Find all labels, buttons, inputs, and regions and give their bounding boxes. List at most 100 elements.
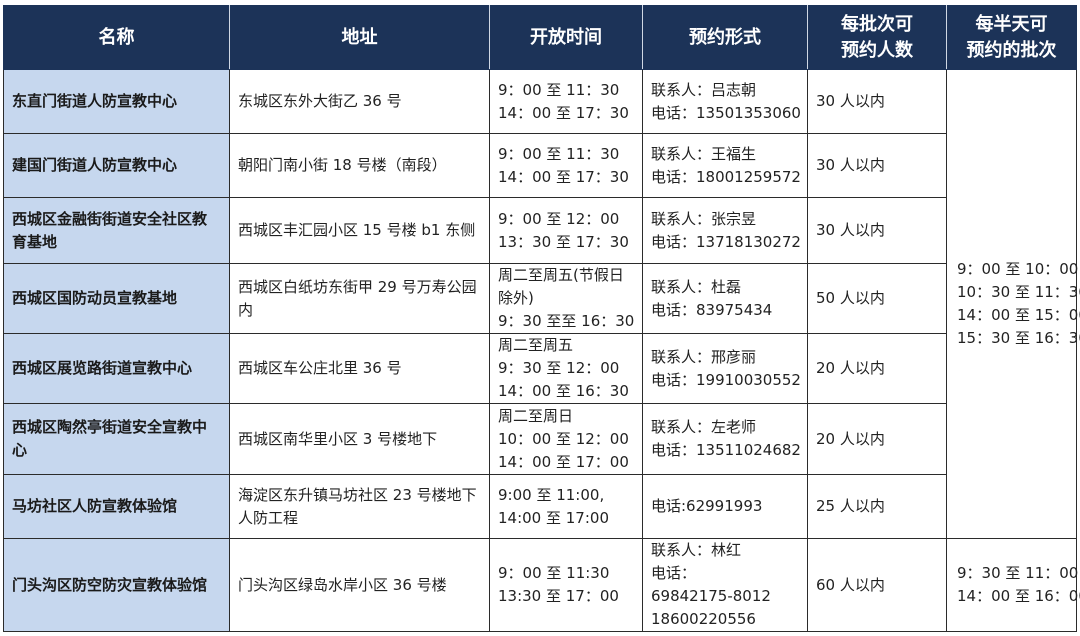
venue-name: 西城区展览路街道宣教中心 xyxy=(3,333,230,404)
capacity: 20 人以内 xyxy=(807,403,947,475)
capacity: 30 人以内 xyxy=(807,133,947,198)
opening-hours-text: 14:00 至 17:00 xyxy=(498,508,609,527)
opening-hours-text: 9：00 至 11：30 xyxy=(498,80,620,99)
column-header: 每批次可 预约人数 xyxy=(807,5,947,70)
opening-hours: 9：00 至 11：30 14：00 至 17：30 xyxy=(489,69,643,134)
half-day-batches-text: 14：00 至 16：00 xyxy=(957,587,1080,605)
venue-address: 西城区南华里小区 3 号楼地下 xyxy=(229,403,490,475)
capacity: 30 人以内 xyxy=(807,197,947,264)
venue-name: 马坊社区人防宣教体验馆 xyxy=(3,474,230,539)
venue-address-text: 海淀区东升镇马坊社区 23 号楼地下人防工程 xyxy=(238,485,477,527)
venue-name-text: 西城区国防动员宣教基地 xyxy=(12,289,178,307)
booking-contact-text: 联系人：张宗昱 xyxy=(651,209,757,228)
capacity: 20 人以内 xyxy=(807,333,947,404)
header-text: 地址 xyxy=(341,26,378,48)
opening-hours-text: 13:30 至 17：00 xyxy=(498,587,619,605)
opening-hours-text: 9：00 至 11:30 xyxy=(498,564,610,582)
venue-table: 名称 地址 开放时间 预约形式 每批次可 预约人数 每半天可 预约的批次 东直门街道人防宣教中… xyxy=(3,5,1080,632)
header-text: 开放时间 xyxy=(530,26,602,48)
booking-contact-text: 联系人：吕志朝 xyxy=(651,80,757,99)
half-day-batches-text: 9：30 至 11：00 xyxy=(957,564,1079,582)
capacity: 30 人以内 xyxy=(807,69,947,134)
venue-name: 门头沟区防空防灾宣教体验馆 xyxy=(3,538,230,632)
table-row: 门头沟区防空防灾宣教体验馆 门头沟区绿岛水岸小区 36 号楼 9：00 至 11:3… xyxy=(3,538,1080,632)
half-day-batches: 9：00 至 10：00 10：30 至 11：30 14：00 至 15：00 15… xyxy=(946,69,1080,539)
opening-hours-text: 周二至周五 xyxy=(498,336,574,354)
opening-hours-text: 9：00 至 11：30 xyxy=(498,144,620,163)
opening-hours: 周二至周五(节假日除外) 9：30 至至 16：30 xyxy=(489,263,643,334)
booking-contact-text: 联系人：邢彦丽 xyxy=(651,347,757,366)
opening-hours-text: 14：00 至 17：00 xyxy=(498,452,629,471)
booking-contact-text: 电话：18001259572 xyxy=(651,167,801,186)
capacity-text: 30 人以内 xyxy=(816,156,885,174)
opening-hours-text: 9：30 至 12：00 xyxy=(498,359,620,377)
booking-contact-text: 联系人：杜磊 xyxy=(651,277,742,296)
venue-name-text: 西城区展览路街道宣教中心 xyxy=(12,359,193,377)
venue-address: 西城区白纸坊东街甲 29 号万寿公园内 xyxy=(229,263,490,334)
venue-address-text: 门头沟区绿岛水岸小区 36 号楼 xyxy=(238,575,447,594)
table-row: 马坊社区人防宣教体验馆 海淀区东升镇马坊社区 23 号楼地下人防工程 9:00 至 … xyxy=(3,474,1077,539)
opening-hours-text: 10：00 至 12：00 xyxy=(498,429,629,448)
venue-name: 建国门街道人防宣教中心 xyxy=(3,133,230,198)
booking-contact-text: 电话:62991993 xyxy=(651,497,763,515)
venue-address: 西城区车公庄北里 36 号 xyxy=(229,333,490,404)
column-header: 预约形式 xyxy=(642,5,808,70)
venue-address-text: 东城区东外大街乙 36 号 xyxy=(238,92,402,110)
booking-contact-text: 69842175-8012 xyxy=(651,587,771,605)
opening-hours-text: 13：30 至 17：30 xyxy=(498,232,629,251)
capacity-text: 50 人以内 xyxy=(816,289,885,307)
table-row: 西城区陶然亭街道安全宣教中心 西城区南华里小区 3 号楼地下 周二至周日 10：00 … xyxy=(3,403,1077,475)
venue-name-text: 建国门街道人防宣教中心 xyxy=(12,156,178,174)
opening-hours-text: 9：00 至 12：00 xyxy=(498,209,620,228)
table-row: 西城区展览路街道宣教中心 西城区车公庄北里 36 号 周二至周五 9：30 至 12：… xyxy=(3,333,1077,404)
capacity: 60 人以内 xyxy=(807,538,947,632)
header-text: 每批次可 xyxy=(841,13,913,35)
table-row: 建国门街道人防宣教中心 朝阳门南小街 18 号楼（南段） 9：00 至 11：30 1… xyxy=(3,133,1077,198)
table-row: 东直门街道人防宣教中心 东城区东外大街乙 36 号 9：00 至 11：30 14：0… xyxy=(3,69,1080,539)
booking-contact-text: 电话：13501353060 xyxy=(651,103,801,122)
venue-address-text: 西城区南华里小区 3 号楼地下 xyxy=(238,429,438,448)
opening-hours-text: 14：00 至 17：30 xyxy=(498,167,629,186)
venue-name: 西城区金融街街道安全社区教育基地 xyxy=(3,197,230,264)
header-text: 预约人数 xyxy=(841,39,913,61)
half-day-batches-text: 9：00 至 10：00 xyxy=(957,260,1079,278)
capacity-text: 25 人以内 xyxy=(816,497,885,515)
capacity-text: 20 人以内 xyxy=(816,429,885,448)
booking-contact-text: 联系人：王福生 xyxy=(651,144,757,163)
booking-contact-text: 电话： xyxy=(651,564,697,582)
half-day-batches-text: 14：00 至 15：00 xyxy=(957,306,1080,324)
venue-address: 海淀区东升镇马坊社区 23 号楼地下人防工程 xyxy=(229,474,490,539)
venue-address-text: 朝阳门南小街 18 号楼（南段） xyxy=(238,156,447,174)
venue-name-text: 西城区金融街街道安全社区教育基地 xyxy=(12,209,208,251)
venue-name-text: 东直门街道人防宣教中心 xyxy=(12,92,178,110)
booking-contact: 联系人：杜磊电话：83975434 xyxy=(642,263,808,334)
capacity-text: 60 人以内 xyxy=(816,575,885,594)
venue-name: 东直门街道人防宣教中心 xyxy=(3,69,230,134)
booking-contact: 电话:62991993 xyxy=(642,474,808,539)
venue-address-text: 西城区丰汇园小区 15 号楼 b1 东侧 xyxy=(238,221,476,239)
header-text: 每半天可 xyxy=(975,13,1048,35)
booking-contact-text: 联系人：林红 xyxy=(651,541,742,559)
booking-contact-text: 电话：13718130272 xyxy=(651,232,801,251)
capacity-text: 30 人以内 xyxy=(816,92,885,110)
opening-hours: 周二至周五 9：30 至 12：00 14：00 至 16：30 xyxy=(489,333,643,404)
booking-contact: 联系人：张宗昱电话：13718130272 xyxy=(642,197,808,264)
venue-address: 东城区东外大街乙 36 号 xyxy=(229,69,490,134)
booking-contact: 联系人：邢彦丽 电话：19910030552 xyxy=(642,333,808,404)
opening-hours-text: 14：00 至 17：30 xyxy=(498,103,629,122)
booking-contact-text: 电话：83975434 xyxy=(651,300,773,319)
venue-address: 西城区丰汇园小区 15 号楼 b1 东侧 xyxy=(229,197,490,264)
opening-hours-text: 9：30 至至 16：30 xyxy=(498,312,635,330)
capacity: 25 人以内 xyxy=(807,474,947,539)
table-row: 西城区金融街街道安全社区教育基地 西城区丰汇园小区 15 号楼 b1 东侧 9：00… xyxy=(3,197,1077,264)
half-day-batches-text: 10：30 至 11：30 xyxy=(957,283,1080,301)
venue-address-text: 西城区白纸坊东街甲 29 号万寿公园内 xyxy=(238,277,477,319)
booking-contact: 联系人：左老师 电话：13511024682 xyxy=(642,403,808,475)
venue-name: 西城区陶然亭街道安全宣教中心 xyxy=(3,403,230,475)
opening-hours: 9：00 至 12：00 13：30 至 17：30 xyxy=(489,197,643,264)
opening-hours: 9:00 至 11:00, 14:00 至 17:00 xyxy=(489,474,643,539)
opening-hours-text: 9:00 至 11:00, xyxy=(498,485,605,504)
booking-contact-text: 18600220556 xyxy=(651,610,756,628)
booking-contact: 联系人：王福生电话：18001259572 xyxy=(642,133,808,198)
booking-contact-text: 电话：13511024682 xyxy=(651,441,801,459)
